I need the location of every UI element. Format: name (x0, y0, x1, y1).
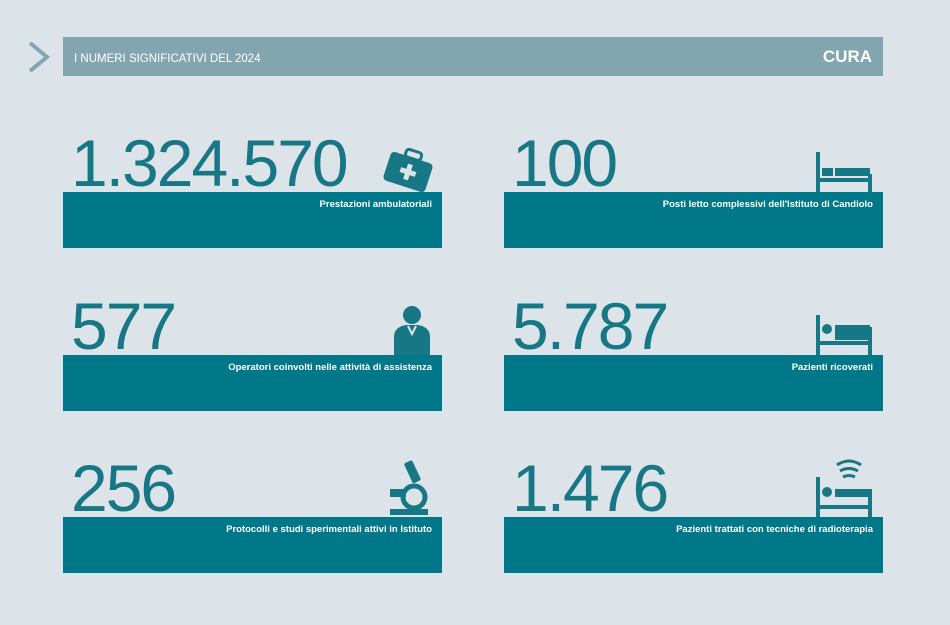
stat-value: 1.476 (512, 451, 669, 525)
radiotherapy-bed-icon (816, 459, 872, 517)
stat-label: Posti letto complessivi dell'Istituto di… (662, 199, 873, 210)
stat-label: Prestazioni ambulatoriali (319, 199, 432, 210)
stat-value: 5.787 (512, 289, 669, 363)
stat-card: 100 Posti letto complessivi dell'Istitut… (504, 130, 883, 300)
stat-label-box: Pazienti ricoverati (504, 355, 883, 411)
stat-card: 256 Protocolli e studi sperimentali atti… (63, 455, 442, 625)
patient-bed-icon (816, 315, 872, 355)
stat-value: 577 (71, 289, 177, 363)
header-bar: I NUMERI SIGNIFICATIVI DEL 2024 CURA (63, 37, 883, 76)
stat-label: Protocolli e studi sperimentali attivi i… (226, 524, 432, 535)
stat-label-box: Prestazioni ambulatoriali (63, 192, 442, 248)
stat-label-box: Pazienti trattati con tecniche di radiot… (504, 517, 883, 573)
stat-value: 100 (512, 126, 618, 200)
stat-label: Operatori coinvolti nelle attività di as… (228, 362, 432, 373)
microscope-icon (390, 460, 428, 515)
bed-icon (816, 152, 872, 192)
section-title: CURA (822, 47, 872, 66)
header-title: I NUMERI SIGNIFICATIVI DEL 2024 (74, 53, 261, 65)
stat-value: 1.324.570 (71, 126, 349, 200)
stat-label: Pazienti ricoverati (791, 362, 873, 373)
medical-bag-icon (383, 147, 433, 193)
stat-card: 577 Operatori coinvolti nelle attività d… (63, 293, 442, 463)
stat-card: 1.476 Pazienti trattati con tecniche di … (504, 455, 883, 625)
stat-card: 1.324.570 Prestazioni ambulatoriali (63, 130, 442, 300)
stat-value: 256 (71, 451, 177, 525)
doctor-icon (394, 306, 430, 355)
stat-label-box: Protocolli e studi sperimentali attivi i… (63, 517, 442, 573)
stat-label-box: Operatori coinvolti nelle attività di as… (63, 355, 442, 411)
stat-label-box: Posti letto complessivi dell'Istituto di… (504, 192, 883, 248)
stat-card: 5.787 Pazienti ricoverati (504, 293, 883, 463)
chevron-right-icon (28, 42, 50, 72)
stat-label: Pazienti trattati con tecniche di radiot… (676, 524, 873, 535)
